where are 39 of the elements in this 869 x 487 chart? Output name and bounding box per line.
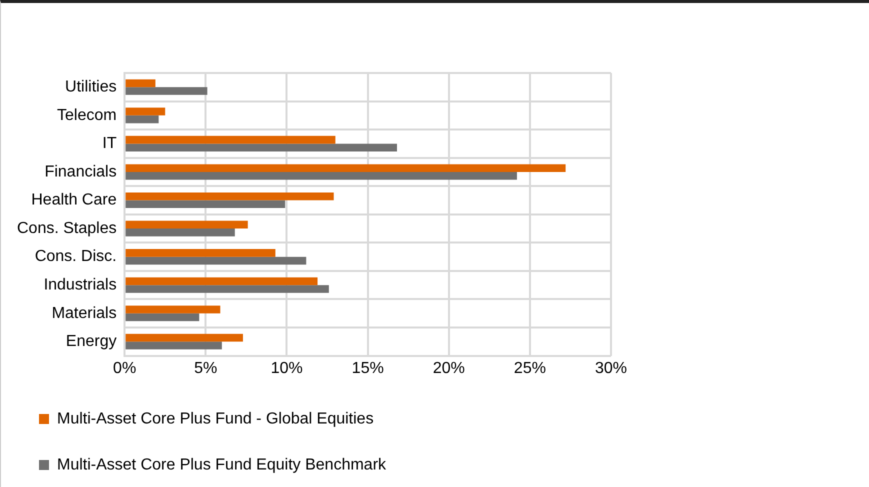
bar — [126, 192, 334, 200]
y-tick-label: Industrials — [44, 276, 117, 294]
bar — [126, 87, 208, 95]
bar — [126, 313, 200, 322]
bar — [126, 164, 566, 172]
bar — [126, 334, 243, 342]
y-tick-label: IT — [102, 135, 117, 152]
x-tick-label: 10% — [270, 360, 303, 377]
bar — [126, 79, 156, 88]
bar — [126, 136, 336, 144]
x-tick-label: 5% — [194, 360, 218, 377]
y-tick-label: Energy — [66, 333, 117, 350]
x-tick-label: 20% — [432, 360, 465, 377]
x-tick-label: 25% — [514, 360, 546, 377]
bar — [126, 220, 248, 229]
legend-label: Multi-Asset Core Plus Fund Equity Benchmark — [57, 456, 388, 474]
y-tick-label: Health Care — [31, 192, 117, 209]
bar — [126, 249, 276, 257]
bar — [126, 228, 235, 236]
bar — [126, 277, 318, 286]
y-tick-label: Telecom — [57, 106, 117, 124]
bar — [126, 200, 286, 208]
y-tick-label: Cons. Disc. — [34, 248, 117, 266]
bar — [126, 306, 220, 314]
y-tick-label: Financials — [44, 163, 117, 180]
y-tick-label: Materials — [52, 304, 117, 322]
y-tick-label: Cons. Staples — [17, 220, 117, 237]
x-tick-label: 15% — [352, 360, 384, 377]
bar — [126, 108, 166, 116]
bar — [126, 285, 329, 293]
bar — [126, 115, 159, 124]
bar — [126, 144, 397, 152]
y-tick-label: Utilities — [65, 78, 117, 96]
legend-label: Multi-Asset Core Plus Fund - Global Equities — [57, 410, 374, 428]
bar — [126, 256, 306, 265]
bar — [126, 172, 517, 180]
bar — [126, 342, 222, 350]
x-tick-label: 30% — [594, 360, 628, 377]
x-tick-label: 0% — [113, 360, 136, 377]
